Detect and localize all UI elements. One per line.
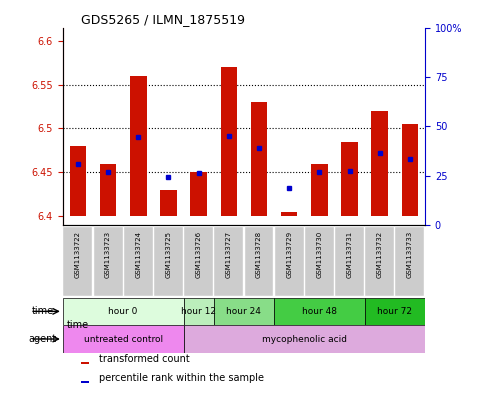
Text: GSM1133728: GSM1133728 [256,231,262,278]
Text: time: time [67,320,88,330]
FancyBboxPatch shape [213,298,274,325]
Bar [221,67,237,216]
Text: hour 24: hour 24 [227,307,261,316]
Text: GSM1133731: GSM1133731 [347,231,353,278]
FancyBboxPatch shape [63,298,184,325]
Bar [81,362,89,364]
Bar [341,141,358,216]
Bar [190,173,207,216]
Bar [402,124,418,216]
Bar [100,163,116,216]
Text: mycophenolic acid: mycophenolic acid [262,334,347,343]
Text: GSM1133723: GSM1133723 [105,231,111,278]
FancyBboxPatch shape [94,226,123,296]
Bar [311,163,327,216]
FancyBboxPatch shape [396,226,425,296]
FancyBboxPatch shape [214,226,243,296]
Text: agent: agent [29,334,57,344]
Text: GSM1133733: GSM1133733 [407,231,413,278]
FancyBboxPatch shape [184,226,213,296]
Bar [70,146,86,216]
Text: GSM1133729: GSM1133729 [286,231,292,278]
FancyBboxPatch shape [184,298,213,325]
Text: GSM1133724: GSM1133724 [135,231,141,278]
FancyBboxPatch shape [63,226,92,296]
Text: hour 12: hour 12 [181,307,216,316]
FancyBboxPatch shape [63,325,184,353]
Text: GSM1133725: GSM1133725 [166,231,171,278]
Text: GSM1133727: GSM1133727 [226,231,232,278]
Text: GSM1133726: GSM1133726 [196,231,201,278]
FancyBboxPatch shape [275,226,304,296]
Text: GSM1133732: GSM1133732 [377,231,383,278]
Bar [130,76,146,216]
Text: transformed count: transformed count [99,354,190,364]
Bar [160,190,177,216]
Text: hour 72: hour 72 [377,307,412,316]
FancyBboxPatch shape [244,226,273,296]
FancyBboxPatch shape [274,298,365,325]
FancyBboxPatch shape [124,226,153,296]
Bar [81,380,89,382]
Text: GSM1133730: GSM1133730 [316,231,322,278]
FancyBboxPatch shape [365,226,394,296]
Text: GDS5265 / ILMN_1875519: GDS5265 / ILMN_1875519 [81,13,245,26]
Text: percentile rank within the sample: percentile rank within the sample [99,373,264,383]
Text: hour 48: hour 48 [302,307,337,316]
Bar [281,212,298,216]
Text: time: time [32,307,54,316]
Text: GSM1133722: GSM1133722 [75,231,81,278]
Bar [251,102,267,216]
Text: hour 0: hour 0 [109,307,138,316]
FancyBboxPatch shape [305,226,334,296]
Text: untreated control: untreated control [84,334,163,343]
FancyBboxPatch shape [335,226,364,296]
Bar [371,111,388,216]
FancyBboxPatch shape [154,226,183,296]
FancyBboxPatch shape [365,298,425,325]
FancyBboxPatch shape [184,325,425,353]
